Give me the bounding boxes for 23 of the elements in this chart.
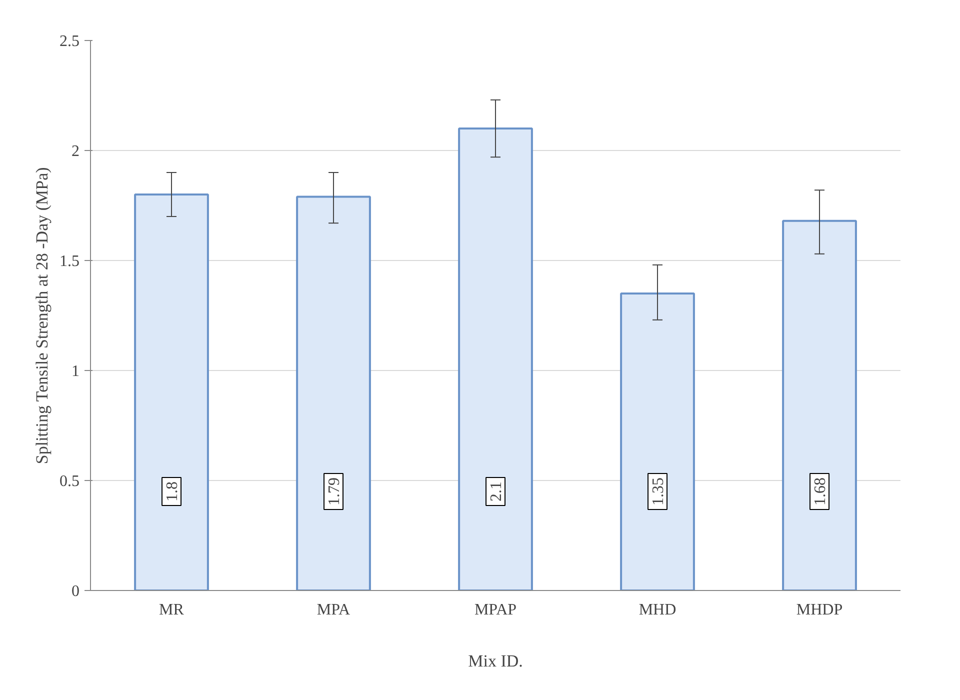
y-tick-label: 1 <box>72 363 80 380</box>
y-tick-label: 2.5 <box>60 33 80 50</box>
x-axis-title: Mix ID. <box>468 652 523 670</box>
x-tick-label: MPA <box>316 602 351 618</box>
bar <box>620 292 695 590</box>
data-label: 2.1 <box>488 482 505 502</box>
y-tick-label: 1.5 <box>60 253 80 270</box>
x-tick-label: MHDP <box>796 602 843 618</box>
data-label: 1.68 <box>812 478 829 506</box>
x-tick-label: MR <box>159 602 184 618</box>
bar <box>782 220 857 590</box>
data-label: 1.79 <box>326 478 343 506</box>
data-label: 1.35 <box>650 478 667 506</box>
data-label: 1.8 <box>164 482 181 502</box>
y-tick-label: 0.5 <box>60 473 80 490</box>
bar <box>134 194 209 590</box>
bar <box>458 128 533 590</box>
x-tick-label: MPAP <box>474 602 517 618</box>
y-tick-label: 0 <box>72 583 80 600</box>
x-tick-label: MHD <box>638 602 676 618</box>
y-tick-label: 2 <box>72 143 80 160</box>
y-axis-title: Splitting Tensile Strength at 28 -Day (MPa) <box>32 167 52 464</box>
bar <box>296 196 371 590</box>
